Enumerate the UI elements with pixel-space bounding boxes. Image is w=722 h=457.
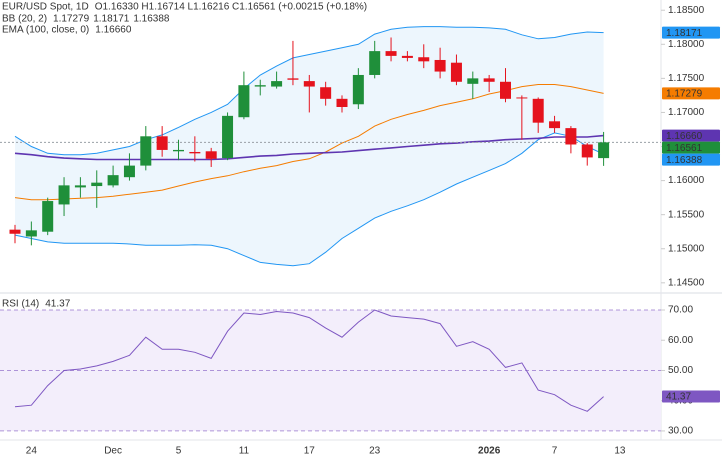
candle-body (516, 97, 528, 99)
price-tag (662, 26, 720, 39)
legend-text: 41.37 (45, 299, 70, 310)
rsi-y-tick-label: 30.00 (668, 426, 693, 437)
legend-text: 1.16660 (95, 25, 132, 36)
candle-body (58, 185, 70, 205)
candle-body (205, 151, 217, 159)
y-tick-label: 1.18000 (668, 39, 705, 50)
candle-body (565, 128, 577, 145)
x-tick-label: Dec (104, 446, 122, 457)
price-tag-label: 1.16660 (666, 131, 703, 142)
indicator-line (14, 134, 604, 161)
candle-body (450, 62, 462, 82)
candle-body (74, 185, 86, 188)
candle-body (352, 74, 364, 105)
candle-body (483, 78, 495, 82)
price-tag (662, 153, 720, 166)
candle-body (271, 81, 283, 87)
price-tag-label: 1.16388 (666, 155, 703, 166)
rsi-tag-label: 41.37 (666, 392, 691, 403)
candle-body (156, 136, 168, 150)
candle-body (42, 201, 54, 232)
x-tick-label: 2026 (478, 446, 501, 457)
candle-body (254, 85, 266, 87)
candle-body (532, 98, 544, 123)
candle-body (418, 57, 430, 62)
candle-body (123, 165, 135, 178)
price-tag-label: 1.18171 (666, 28, 703, 39)
candle-body (303, 81, 315, 87)
candle-body (434, 59, 446, 72)
candle-body (140, 136, 152, 166)
price-tag-label: 1.16561 (666, 143, 703, 154)
y-tick-label: 1.16000 (668, 175, 705, 186)
rsi-y-tick-label: 60.00 (668, 335, 693, 346)
candle-body (320, 87, 332, 99)
candle-body (467, 78, 479, 84)
y-tick-label: 1.18500 (668, 5, 705, 16)
price-tag-label: 1.17279 (666, 89, 703, 100)
indicator-line (14, 132, 604, 267)
band-fill (15, 26, 604, 266)
indicator-line (14, 26, 604, 156)
candle-body (581, 144, 593, 158)
x-tick-label: 5 (176, 446, 182, 457)
candle-body (91, 182, 103, 187)
candle-body (401, 55, 413, 58)
legend-text: RSI (14) (2, 299, 39, 310)
legend-text: EUR/USD Spot, 1D (2, 2, 89, 13)
price-tag (662, 141, 720, 154)
legend-text: 1.16388 (133, 14, 170, 25)
x-tick-label: 17 (304, 446, 316, 457)
candle-body (369, 51, 381, 75)
candle-body (500, 81, 511, 99)
y-tick-label: 1.15500 (668, 209, 705, 220)
candle-body (9, 229, 21, 234)
candle-body (238, 85, 250, 118)
rsi-line (14, 309, 604, 412)
rsi-y-tick-label: 70.00 (668, 305, 693, 316)
legend-text: BB (20, 2) (2, 14, 47, 25)
legend-text: O1.16330 H1.16714 L1.16216 C1.16561 (+0.… (95, 2, 367, 13)
price-tag (662, 87, 720, 100)
x-tick-label: 23 (369, 446, 381, 457)
candle-body (25, 230, 37, 237)
rsi-y-tick-label: 50.00 (668, 365, 693, 376)
candle-body (173, 149, 184, 152)
x-tick-label: 24 (26, 446, 38, 457)
legend-text: EMA (100, close, 0) (2, 25, 89, 36)
x-tick-label: 7 (552, 446, 558, 457)
x-tick-label: 11 (239, 446, 250, 457)
candle-body (549, 121, 561, 129)
legend-text: 1.17279 (53, 14, 90, 25)
rsi-tag (662, 390, 720, 403)
candle-body (222, 115, 234, 159)
y-tick-label: 1.14500 (668, 277, 705, 288)
price-tag (662, 129, 720, 142)
candle-body (107, 175, 119, 186)
legend-text: 1.18171 (93, 14, 130, 25)
candle-body (189, 151, 201, 154)
y-tick-label: 1.17500 (668, 73, 705, 84)
x-tick-label: 13 (614, 446, 626, 457)
candle-body (598, 142, 610, 159)
candle-body (385, 51, 397, 56)
candle-body (336, 98, 348, 107)
y-tick-label: 1.17000 (668, 107, 705, 118)
candle-body (287, 78, 299, 80)
y-tick-label: 1.15000 (668, 243, 705, 254)
